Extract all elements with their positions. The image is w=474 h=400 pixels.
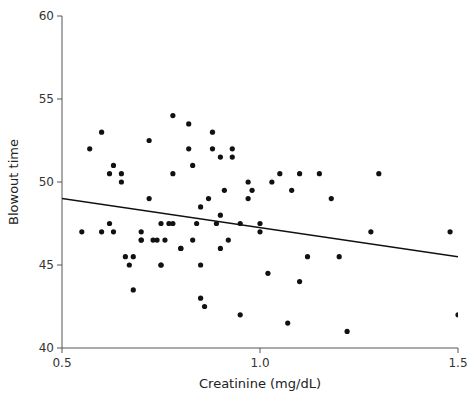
y-tick-label: 50 bbox=[39, 175, 54, 189]
x-tick bbox=[260, 348, 261, 353]
y-tick bbox=[57, 182, 62, 183]
scatter-point bbox=[214, 221, 219, 226]
scatter-point bbox=[246, 179, 251, 184]
scatter-point bbox=[111, 163, 116, 168]
scatter-point bbox=[158, 262, 163, 267]
scatter-point bbox=[131, 254, 136, 259]
scatter-point bbox=[305, 254, 310, 259]
y-tick-label: 40 bbox=[39, 341, 54, 355]
y-tick bbox=[57, 99, 62, 100]
scatter-point bbox=[162, 238, 167, 243]
x-tick-label: 0.5 bbox=[52, 356, 71, 370]
scatter-point bbox=[186, 121, 191, 126]
y-tick-label: 60 bbox=[39, 9, 54, 23]
scatter-point bbox=[79, 229, 84, 234]
regression-line bbox=[62, 199, 458, 257]
scatter-point bbox=[317, 171, 322, 176]
scatter-point bbox=[455, 312, 458, 317]
scatter-point bbox=[119, 171, 124, 176]
scatter-point bbox=[170, 171, 175, 176]
x-axis-line bbox=[62, 348, 458, 349]
scatter-point bbox=[198, 296, 203, 301]
scatter-point bbox=[119, 179, 124, 184]
x-tick-label: 1.0 bbox=[250, 356, 269, 370]
scatter-point bbox=[190, 163, 195, 168]
scatter-point bbox=[131, 287, 136, 292]
scatter-point bbox=[246, 196, 251, 201]
scatter-point bbox=[186, 146, 191, 151]
scatter-point bbox=[210, 130, 215, 135]
scatter-point bbox=[218, 246, 223, 251]
scatter-point bbox=[198, 262, 203, 267]
scatter-point bbox=[139, 238, 144, 243]
scatter-point bbox=[218, 155, 223, 160]
scatter-point bbox=[368, 229, 373, 234]
scatter-point bbox=[329, 196, 334, 201]
scatter-point bbox=[190, 238, 195, 243]
scatter-point bbox=[376, 171, 381, 176]
scatter-point bbox=[111, 229, 116, 234]
scatter-point bbox=[210, 146, 215, 151]
scatter-point bbox=[123, 254, 128, 259]
scatter-point bbox=[269, 179, 274, 184]
scatter-point bbox=[154, 238, 159, 243]
x-axis-label: Creatinine (mg/dL) bbox=[199, 376, 321, 391]
x-tick-label: 1.5 bbox=[448, 356, 467, 370]
scatter-point bbox=[107, 171, 112, 176]
scatter-point bbox=[285, 321, 290, 326]
scatter-point bbox=[257, 221, 262, 226]
chart: 0.5 1.0 1.5 40 45 50 55 60 Creatinine (mg/dL) Blo… bbox=[0, 0, 474, 400]
scatter-point bbox=[107, 221, 112, 226]
scatter-point bbox=[202, 304, 207, 309]
scatter-point bbox=[230, 155, 235, 160]
y-tick-label: 55 bbox=[39, 92, 54, 106]
scatter-point bbox=[447, 229, 452, 234]
scatter-point bbox=[206, 196, 211, 201]
y-tick bbox=[57, 348, 62, 349]
scatter-point bbox=[87, 146, 92, 151]
scatter-point bbox=[238, 312, 243, 317]
scatter-point bbox=[238, 221, 243, 226]
x-tick bbox=[458, 348, 459, 353]
scatter-point bbox=[139, 238, 144, 243]
scatter-point bbox=[99, 130, 104, 135]
scatter-point bbox=[198, 204, 203, 209]
scatter-point bbox=[297, 279, 302, 284]
scatter-point bbox=[170, 221, 175, 226]
scatter-point bbox=[147, 138, 152, 143]
scatter-point bbox=[337, 254, 342, 259]
scatter-point bbox=[345, 329, 350, 334]
scatter-point bbox=[277, 171, 282, 176]
scatter-point bbox=[289, 188, 294, 193]
y-axis-label: Blowout time bbox=[6, 139, 21, 225]
scatter-point bbox=[297, 171, 302, 176]
x-tick bbox=[62, 348, 63, 353]
scatter-point bbox=[257, 229, 262, 234]
scatter-point bbox=[158, 262, 163, 267]
y-tick-label: 45 bbox=[39, 258, 54, 272]
y-tick bbox=[57, 265, 62, 266]
scatter-point bbox=[127, 262, 132, 267]
scatter-point bbox=[178, 246, 183, 251]
scatter-point bbox=[139, 229, 144, 234]
y-axis-line bbox=[62, 16, 63, 348]
scatter-point bbox=[222, 188, 227, 193]
plot-area bbox=[62, 113, 458, 334]
scatter-point bbox=[147, 196, 152, 201]
scatter-point bbox=[178, 246, 183, 251]
scatter-point bbox=[218, 213, 223, 218]
scatter-point bbox=[265, 271, 270, 276]
scatter-point bbox=[158, 221, 163, 226]
axes: 0.5 1.0 1.5 40 45 50 55 60 bbox=[39, 9, 468, 370]
scatter-point bbox=[249, 188, 254, 193]
scatter-point bbox=[194, 221, 199, 226]
scatter-point bbox=[230, 146, 235, 151]
scatter-point bbox=[170, 113, 175, 118]
scatter-point bbox=[226, 238, 231, 243]
scatter-point bbox=[99, 229, 104, 234]
y-tick bbox=[57, 16, 62, 17]
